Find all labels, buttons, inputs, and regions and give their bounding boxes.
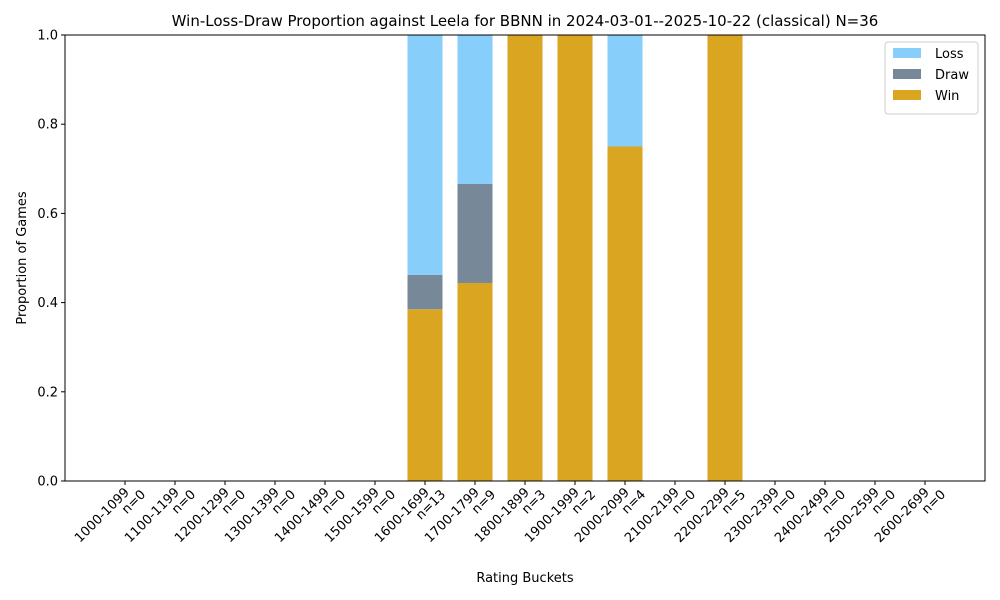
bar-win-7: [457, 282, 493, 481]
legend-label-draw: Draw: [935, 68, 969, 83]
chart-title: Win-Loss-Draw Proportion against Leela f…: [172, 12, 879, 30]
bar-draw-7: [457, 183, 493, 283]
bar-win-12: [707, 35, 743, 481]
bar-loss-10: [607, 35, 643, 147]
legend-swatch-draw: [893, 69, 921, 79]
bar-win-10: [607, 146, 643, 481]
y-tick-label-1: 0.2: [37, 385, 58, 400]
bar-win-8: [507, 35, 543, 481]
legend-label-loss: Loss: [935, 47, 964, 62]
bar-draw-6: [407, 274, 443, 310]
y-axis: 0.0 0.2 0.4 0.6 0.8 1.0: [37, 29, 65, 490]
bar-loss-7: [457, 35, 493, 184]
legend: Loss Draw Win: [884, 41, 979, 115]
x-axis-label: Rating Buckets: [476, 571, 574, 586]
legend-swatch-win: [893, 90, 921, 100]
y-axis-label: Proportion of Games: [15, 191, 30, 325]
legend-swatch-loss: [893, 48, 921, 58]
y-tick-label-3: 0.6: [37, 207, 58, 222]
bar-win-9: [557, 35, 593, 481]
legend-label-win: Win: [935, 89, 959, 104]
bar-loss-6: [407, 35, 443, 275]
y-tick-label-5: 1.0: [37, 29, 58, 44]
y-tick-label-2: 0.4: [37, 296, 58, 311]
y-tick-label-4: 0.8: [37, 118, 58, 133]
bar-win-6: [407, 309, 443, 481]
y-tick-label-0: 0.0: [37, 475, 58, 490]
plot-area: [407, 35, 743, 481]
x-axis: 1000-1099n=01100-1199n=01200-1299n=01300…: [72, 481, 949, 546]
